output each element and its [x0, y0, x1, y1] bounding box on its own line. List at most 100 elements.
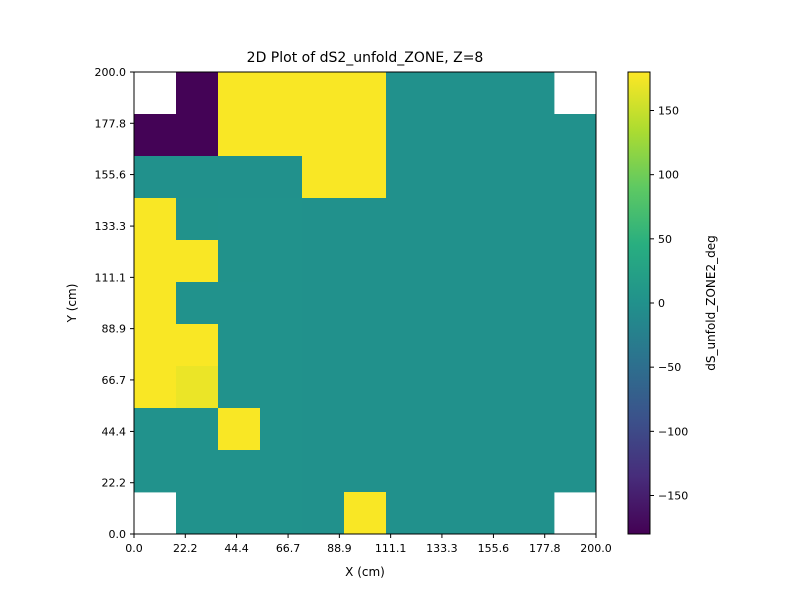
heatmap-cell [260, 408, 303, 451]
heatmap-cell [134, 240, 177, 283]
heatmap-cell [134, 366, 177, 409]
heatmap-cell [302, 198, 345, 241]
heatmap-cell [134, 114, 177, 157]
heatmap-grid [134, 72, 597, 535]
heatmap-cell [554, 156, 597, 199]
heatmap-cell [512, 450, 555, 493]
heatmap-cell [344, 198, 387, 241]
heatmap-cell [176, 156, 219, 199]
heatmap-cell [386, 366, 429, 409]
heatmap-cell [218, 240, 261, 283]
heatmap-cell [218, 450, 261, 493]
heatmap-cell [386, 492, 429, 535]
x-tick-label: 200.0 [580, 542, 612, 555]
heatmap-cell [386, 156, 429, 199]
heatmap-cell [428, 282, 471, 325]
heatmap-cell [218, 72, 261, 115]
heatmap-cell [134, 324, 177, 367]
colorbar-tick-label: 0 [658, 297, 665, 310]
heatmap-cell [176, 492, 219, 535]
x-axis-label: X (cm) [345, 565, 385, 579]
y-tick-label: 44.4 [102, 425, 127, 438]
heatmap-cell [344, 408, 387, 451]
heatmap-cell [176, 408, 219, 451]
x-tick-label: 177.8 [529, 542, 561, 555]
heatmap-cell [218, 114, 261, 157]
heatmap-cell [176, 240, 219, 283]
heatmap-cell [302, 72, 345, 115]
heatmap-cell [344, 324, 387, 367]
heatmap-cell [302, 240, 345, 283]
heatmap-cell [428, 114, 471, 157]
heatmap-cell [512, 324, 555, 367]
y-tick-label: 111.1 [95, 271, 127, 284]
heatmap-cell [428, 156, 471, 199]
heatmap-cell [554, 240, 597, 283]
heatmap-cell [554, 324, 597, 367]
y-tick-label: 0.0 [109, 528, 127, 541]
x-tick-label: 44.4 [224, 542, 249, 555]
heatmap-cell [260, 156, 303, 199]
heatmap-cell [470, 114, 513, 157]
heatmap-cell [386, 450, 429, 493]
x-axis-ticks: 0.0 22.2 44.4 66.7 88.9 111.1 133.3 155.6 177.8 2… [125, 534, 612, 555]
heatmap-cell [134, 450, 177, 493]
y-tick-label: 133.3 [95, 220, 127, 233]
heatmap-cell [134, 282, 177, 325]
x-tick-label: 155.6 [478, 542, 510, 555]
x-tick-label: 66.7 [276, 542, 301, 555]
heatmap-cell [470, 366, 513, 409]
heatmap-cell [344, 72, 387, 115]
y-tick-label: 88.9 [102, 323, 127, 336]
heatmap-cell [470, 72, 513, 115]
heatmap-cell [260, 240, 303, 283]
heatmap-cell [386, 282, 429, 325]
heatmap-cell [134, 198, 177, 241]
heatmap-cell [554, 114, 597, 157]
heatmap-cell [176, 72, 219, 115]
heatmap-cell [302, 366, 345, 409]
heatmap-cell [512, 492, 555, 535]
heatmap-cell [512, 114, 555, 157]
y-tick-label: 177.8 [95, 117, 127, 130]
colorbar [627, 71, 651, 535]
heatmap-cell [134, 408, 177, 451]
y-tick-label: 155.6 [95, 169, 127, 182]
heatmap-cell [260, 198, 303, 241]
heatmap-cell [344, 450, 387, 493]
colorbar-tick-label: 50 [658, 233, 672, 246]
heatmap-cell [428, 72, 471, 115]
heatmap-cell [218, 198, 261, 241]
heatmap-cell [176, 114, 219, 157]
colorbar-tick-label: −150 [658, 490, 688, 503]
colorbar-tick-label: 150 [658, 105, 679, 118]
y-axis-label: Y (cm) [65, 284, 79, 324]
heatmap-cell [176, 450, 219, 493]
heatmap-cell [386, 72, 429, 115]
heatmap-cell [176, 282, 219, 325]
heatmap-cell [302, 114, 345, 157]
heatmap-cell [470, 408, 513, 451]
heatmap-cell [512, 156, 555, 199]
x-tick-label: 111.1 [375, 542, 407, 555]
heatmap-cell [428, 324, 471, 367]
heatmap-cell [344, 114, 387, 157]
heatmap-cell [302, 156, 345, 199]
heatmap-cell [218, 366, 261, 409]
heatmap-cell [512, 282, 555, 325]
heatmap-cell [218, 156, 261, 199]
heatmap-cell [470, 450, 513, 493]
heatmap-cell [554, 282, 597, 325]
heatmap-cell [218, 408, 261, 451]
x-tick-label: 0.0 [125, 542, 143, 555]
heatmap-cell [428, 366, 471, 409]
colorbar-label: dS_unfold_ZONE2_deg [704, 235, 718, 370]
heatmap-cell [470, 240, 513, 283]
heatmap-cell [428, 408, 471, 451]
heatmap-cell [344, 366, 387, 409]
heatmap-cell [554, 366, 597, 409]
heatmap-cell [554, 198, 597, 241]
y-tick-label: 22.2 [102, 477, 127, 490]
heatmap-cell [470, 282, 513, 325]
